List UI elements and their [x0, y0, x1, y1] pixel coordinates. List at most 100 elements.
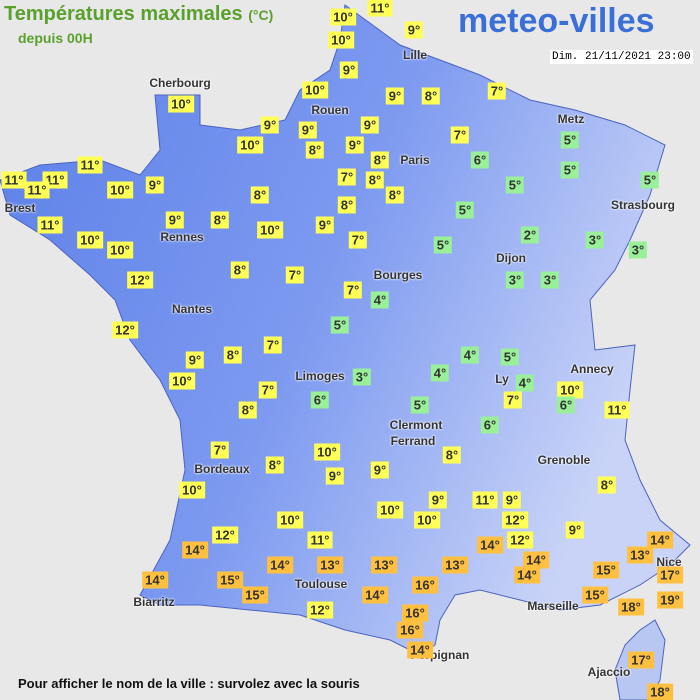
temperature-label: 16° — [402, 604, 428, 622]
temperature-label: 8° — [370, 151, 390, 169]
temperature-label: 11° — [77, 156, 103, 174]
temperature-label: 14° — [647, 531, 673, 549]
temperature-label: 13° — [442, 556, 468, 574]
temperature-label: 8° — [365, 171, 385, 189]
city-name: Nantes — [171, 302, 213, 316]
date: Dim. 21/11/2021 23:00 — [550, 50, 693, 64]
temperature-label: 5° — [560, 131, 580, 149]
temperature-label: 12° — [127, 271, 153, 289]
temperature-label: 10° — [302, 81, 328, 99]
temperature-label: 8° — [337, 196, 357, 214]
city-name: Dijon — [496, 251, 526, 265]
temperature-label: 7° — [210, 441, 230, 459]
temperature-label: 3° — [505, 271, 525, 289]
temperature-label: 14° — [477, 536, 503, 554]
temperature-label: 8° — [250, 186, 270, 204]
city-name: Rouen — [311, 103, 349, 117]
temperature-label: 10° — [237, 136, 263, 154]
city-name: Bordeaux — [194, 462, 250, 476]
city-name: Metz — [557, 112, 585, 126]
temperature-label: 8° — [238, 401, 258, 419]
temperature-label: 9° — [165, 211, 185, 229]
city-name: Toulouse — [294, 577, 348, 591]
city-name: Biarritz — [133, 595, 175, 609]
temperature-label: 10° — [414, 511, 440, 529]
temperature-label: 3° — [585, 231, 605, 249]
temperature-label: 9° — [370, 461, 390, 479]
city-name: Nice — [656, 555, 682, 569]
city-name: Grenoble — [537, 453, 591, 467]
temperature-label: 19° — [657, 591, 683, 609]
temperature-label: 3° — [352, 368, 372, 386]
city-name: Limoges — [295, 369, 345, 383]
city-name: Marseille — [527, 599, 579, 613]
temperature-label: 8° — [230, 261, 250, 279]
temperature-label: 9° — [360, 116, 380, 134]
temperature-label: 9° — [502, 491, 522, 509]
temperature-label: 6° — [310, 391, 330, 409]
temperature-label: 18° — [647, 683, 673, 700]
temperature-label: 7° — [263, 336, 283, 354]
temperature-label: 10° — [107, 241, 133, 259]
temperature-label: 5° — [640, 171, 660, 189]
city-name: Lille — [402, 48, 428, 62]
temperature-label: 11° — [367, 0, 393, 17]
temperature-label: 13° — [627, 546, 653, 564]
temperature-label: 7° — [258, 381, 278, 399]
temperature-label: 8° — [597, 476, 617, 494]
temperature-label: 13° — [371, 556, 397, 574]
temperature-label: 7° — [450, 126, 470, 144]
temperature-label: 9° — [185, 351, 205, 369]
temperature-label: 7° — [337, 168, 357, 186]
temperature-label: 10° — [277, 511, 303, 529]
temperature-label: 9° — [315, 216, 335, 234]
temperature-label: 15° — [217, 571, 243, 589]
temperature-label: 5° — [433, 236, 453, 254]
temperature-label: 4° — [515, 374, 535, 392]
temperature-label: 14° — [142, 571, 168, 589]
temperature-label: 9° — [345, 136, 365, 154]
temperature-label: 7° — [348, 231, 368, 249]
temperature-label: 15° — [593, 561, 619, 579]
city-name: Bourges — [373, 268, 423, 282]
subtitle: depuis 00H — [18, 30, 93, 46]
temperature-label: 14° — [523, 551, 549, 569]
temperature-label: 11° — [604, 401, 630, 419]
temperature-label: 9° — [298, 121, 318, 139]
temperature-label: 8° — [265, 456, 285, 474]
temperature-label: 5° — [455, 201, 475, 219]
temperature-label: 10° — [328, 31, 354, 49]
temperature-label: 8° — [385, 186, 405, 204]
temperature-label: 3° — [628, 241, 648, 259]
temperature-label: 12° — [502, 511, 528, 529]
temperature-label: 2° — [520, 226, 540, 244]
temperature-label: 5° — [560, 161, 580, 179]
temperature-label: 13° — [317, 556, 343, 574]
temperature-label: 8° — [442, 446, 462, 464]
temperature-label: 7° — [343, 281, 363, 299]
temperature-label: 9° — [325, 467, 345, 485]
temperature-label: 17° — [657, 566, 683, 584]
temperature-label: 11° — [472, 491, 498, 509]
city-name: Rennes — [160, 230, 204, 244]
temperature-label: 9° — [385, 87, 405, 105]
temperature-label: 9° — [145, 176, 165, 194]
temperature-label: 10° — [557, 381, 583, 399]
temperature-label: 9° — [260, 116, 280, 134]
temperature-label: 6° — [470, 151, 490, 169]
temperature-label: 10° — [168, 95, 194, 113]
temperature-label: 14° — [407, 641, 433, 659]
temperature-label: 14° — [182, 541, 208, 559]
city-name: Ferrand — [390, 434, 436, 448]
temperature-label: 15° — [242, 586, 268, 604]
temperature-label: 11° — [24, 181, 50, 199]
temperature-label: 4° — [460, 346, 480, 364]
temperature-label: 11° — [1, 171, 27, 189]
temperature-label: 8° — [210, 211, 230, 229]
city-name: Ly — [495, 372, 509, 386]
temperature-label: 5° — [505, 176, 525, 194]
temperature-label: 8° — [305, 141, 325, 159]
temperature-label: 10° — [330, 8, 356, 26]
city-name: Ajaccio — [587, 665, 631, 679]
